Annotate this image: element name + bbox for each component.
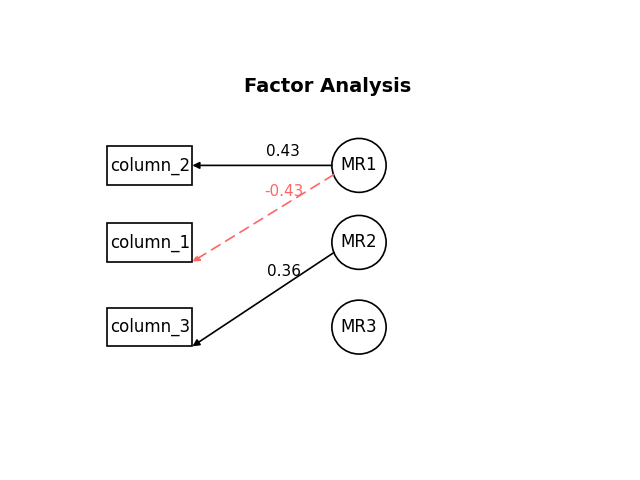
Text: column_3: column_3 <box>109 318 190 336</box>
Bar <box>107 308 193 347</box>
Text: column_1: column_1 <box>109 233 190 252</box>
Text: MR2: MR2 <box>340 233 378 252</box>
Text: 0.43: 0.43 <box>266 144 300 159</box>
Text: -0.43: -0.43 <box>264 184 304 199</box>
Circle shape <box>332 138 386 192</box>
Circle shape <box>332 216 386 269</box>
Text: MR1: MR1 <box>340 156 378 174</box>
Circle shape <box>332 300 386 354</box>
Bar <box>107 223 193 262</box>
Text: 0.36: 0.36 <box>268 264 301 279</box>
Bar <box>107 146 193 185</box>
Text: MR3: MR3 <box>340 318 378 336</box>
Text: Factor Analysis: Factor Analysis <box>244 77 412 96</box>
Text: column_2: column_2 <box>109 156 190 175</box>
